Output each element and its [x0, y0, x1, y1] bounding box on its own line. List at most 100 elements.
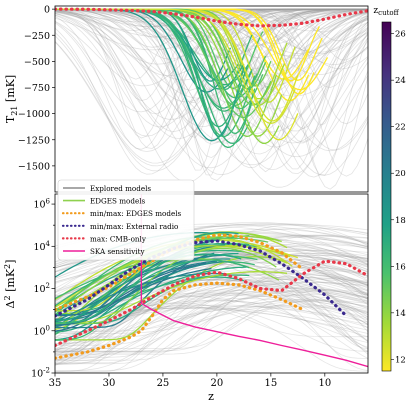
colorbar-tick-label: 16 — [395, 262, 406, 272]
explored-model-line — [55, 307, 368, 331]
explored-model-line — [55, 300, 368, 349]
explored-model-line — [55, 293, 368, 372]
series-min-max-external-radio — [55, 239, 348, 318]
colorbar-tick-label: 22 — [395, 123, 406, 133]
edges-model-line — [55, 261, 223, 326]
x-tick-label: 30 — [103, 378, 116, 389]
y-tick-label: 104 — [33, 240, 50, 253]
explored-model-line — [55, 8, 368, 150]
x-tick-label: 15 — [264, 378, 277, 389]
explored-model-line — [55, 245, 368, 323]
explored-model-line — [55, 9, 368, 42]
y-tick-label: 0 — [44, 5, 50, 16]
y-tick-label: −1000 — [18, 109, 50, 120]
x-axis-label: z — [208, 390, 214, 403]
legend-label: max: CMB-only — [90, 234, 147, 243]
colorbar-label: zcutoff — [373, 6, 399, 17]
explored-model-line — [55, 8, 368, 69]
explored-model-line — [55, 224, 368, 303]
edges-model-line — [55, 259, 250, 324]
legend-label: Explored models — [90, 184, 151, 193]
colorbar: 12 14 16 18 20 22 24 26 zcutoff — [373, 6, 406, 372]
x-tick-label: 25 — [157, 378, 170, 389]
explored-model-line — [55, 295, 368, 343]
series-min-max-edges-models — [55, 233, 305, 312]
explored-model-line — [55, 252, 368, 321]
x-tick-label: 10 — [318, 378, 331, 389]
bottom-x-ticks: 35 30 25 20 15 10 — [49, 373, 331, 389]
explored-model-line — [55, 298, 368, 347]
explored-model-line — [55, 9, 368, 144]
explored-model-line — [55, 259, 368, 352]
explored-model-line — [55, 249, 368, 339]
explored-model-line — [55, 284, 368, 357]
explored-model-line — [55, 8, 368, 102]
explored-model-line — [55, 8, 368, 40]
bottom-panel: 10-2 100 102 104 106 35 30 25 20 15 10 Δ2 [mK2] z — [3, 193, 369, 403]
explored-model-line — [55, 8, 368, 137]
explored-model-line — [55, 272, 368, 361]
explored-model-line — [55, 248, 368, 291]
explored-model-line — [55, 256, 368, 305]
y-tick-label: −500 — [24, 57, 50, 68]
y-tick-label: −1500 — [18, 161, 50, 172]
explored-model-line — [55, 306, 368, 352]
explored-model-line — [55, 8, 368, 183]
explored-model-line — [55, 289, 368, 358]
explored-model-line — [55, 283, 368, 358]
bottom-series — [55, 194, 368, 368]
colorbar-ticks: 12 14 16 18 20 22 24 26 — [391, 30, 406, 365]
explored-model-line — [55, 266, 368, 364]
explored-model-line — [55, 291, 368, 372]
legend-label: min/max: External radio — [90, 222, 178, 231]
series-ska-sensitivity — [140, 302, 368, 368]
edges-model-line — [55, 272, 226, 322]
explored-model-line — [55, 289, 368, 332]
top-plot-area — [55, 7, 368, 190]
bottom-plot-area — [55, 194, 368, 373]
explored-model-line — [55, 253, 368, 354]
legend-label: min/max: EDGES models — [90, 209, 182, 218]
edges-model-line — [55, 263, 207, 317]
edges-model-line — [55, 253, 242, 322]
explored-model-line — [55, 281, 368, 366]
y-tick-label: −250 — [24, 31, 50, 42]
explored-model-line — [55, 10, 368, 176]
explored-model-line — [55, 292, 368, 319]
series-max-cmb-only — [55, 7, 368, 28]
top-series — [55, 7, 368, 28]
explored-model-line — [55, 300, 368, 366]
colorbar-tick-label: 18 — [395, 216, 406, 226]
explored-model-line — [55, 8, 368, 87]
explored-model-line — [55, 8, 368, 103]
explored-model-line — [55, 305, 368, 351]
bottom-axes-frame — [54, 193, 369, 374]
y-tick-label: 106 — [33, 198, 50, 211]
explored-model-line — [55, 252, 368, 365]
explored-model-line — [55, 250, 368, 333]
y-tick-label: −750 — [24, 83, 50, 94]
legend-label: SKA sensitivity — [90, 247, 145, 256]
explored-model-line — [55, 253, 368, 362]
bottom-y-ticks: 10-2 100 102 104 106 — [31, 198, 55, 380]
explored-model-line — [55, 8, 368, 105]
bottom-y-label: Δ2 [mK2] — [3, 260, 17, 309]
x-tick-label: 20 — [211, 378, 224, 389]
edges-model-line — [55, 231, 239, 316]
explored-model-line — [55, 278, 368, 347]
explored-model-line — [55, 300, 368, 334]
explored-model-line — [55, 291, 368, 365]
edges-model-line — [55, 271, 288, 325]
explored-model-line — [55, 8, 368, 164]
explored-model-line — [55, 8, 368, 141]
explored-model-line — [55, 9, 368, 166]
explored-model-line — [55, 8, 368, 167]
explored-model-line — [55, 291, 368, 365]
explored-model-line — [55, 8, 368, 133]
explored-model-line — [55, 8, 368, 77]
y-tick-label: −1250 — [18, 135, 50, 146]
legend-box — [57, 179, 195, 261]
explored-model-line — [55, 242, 368, 344]
series-min-edges — [55, 281, 305, 360]
explored-model-line — [55, 298, 368, 372]
